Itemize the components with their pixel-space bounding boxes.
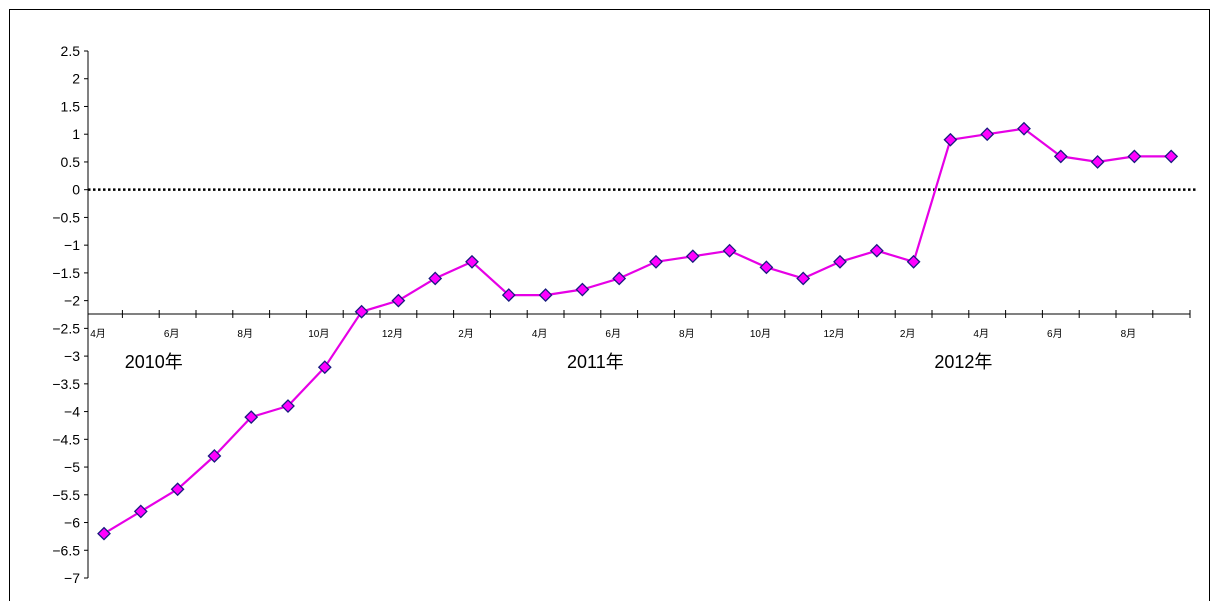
data-point-marker <box>722 243 737 258</box>
x-tick-label: 8月 <box>679 328 695 340</box>
y-tick-label: −5 <box>64 459 80 475</box>
data-point-marker <box>575 282 590 297</box>
chart-frame <box>9 9 1210 601</box>
data-point-marker <box>501 288 516 303</box>
data-point-marker <box>1127 149 1142 164</box>
series-line <box>103 127 1172 535</box>
y-tick-label: 0 <box>72 182 80 198</box>
year-label: 2012年 <box>934 352 992 372</box>
y-tick-label: 1.5 <box>61 98 81 114</box>
data-point-marker <box>1053 149 1068 164</box>
x-tick-label: 4月 <box>532 328 548 340</box>
data-point-marker <box>97 526 111 541</box>
y-tick-label: −3.5 <box>52 376 80 392</box>
y-tick-label: −3 <box>64 348 80 364</box>
x-tick-label: 10月 <box>308 328 329 340</box>
data-point-marker <box>354 304 369 319</box>
data-point-marker <box>170 482 185 497</box>
data-point-marker <box>244 410 259 425</box>
data-point-marker <box>906 254 921 269</box>
x-tick-label: 12月 <box>823 328 844 340</box>
data-point-marker <box>943 132 958 147</box>
data-point-marker <box>133 504 148 519</box>
y-tick-label: −5.5 <box>52 487 80 503</box>
data-point-marker <box>465 254 479 269</box>
y-tick-label: 0.5 <box>61 154 81 170</box>
y-tick-label: −4 <box>64 404 80 420</box>
data-point-marker <box>980 127 995 142</box>
series-polyline <box>103 127 1172 535</box>
x-tick-label: 8月 <box>237 328 253 340</box>
y-tick-label: −6 <box>64 515 80 531</box>
year-label: 2010年 <box>125 352 183 372</box>
data-point-marker <box>685 249 700 264</box>
data-point-marker <box>1017 121 1031 136</box>
data-markers <box>97 121 1179 541</box>
x-tick-label: 2月 <box>458 328 474 340</box>
data-point-marker <box>281 399 295 413</box>
x-tick-label: 10月 <box>750 328 771 340</box>
y-tick-label: −1.5 <box>52 265 80 281</box>
data-point-marker <box>649 254 663 269</box>
y-tick-label: −1 <box>64 237 80 253</box>
y-tick-label: 1 <box>72 126 80 142</box>
y-axis: 2.5 2 1.5 1 0.5 0 −0.5 −1 −1.5 −2 −2.5 −3 −3.5 −4 −4.5… <box>52 43 89 586</box>
y-tick-label: −7 <box>64 570 80 586</box>
data-point-marker <box>1164 149 1179 164</box>
x-tick-label: 2月 <box>900 328 916 340</box>
data-point-marker <box>391 293 406 308</box>
x-tick-label: 6月 <box>605 328 621 340</box>
data-point-marker <box>759 260 774 275</box>
x-tick-label: 6月 <box>164 328 180 340</box>
x-tick-label: 4月 <box>973 328 989 340</box>
y-tick-label: 2 <box>72 71 80 87</box>
data-point-marker <box>796 271 811 286</box>
y-tick-label: −2.5 <box>52 320 80 336</box>
x-tick-label: 4月 <box>90 328 106 340</box>
data-point-marker <box>869 243 884 258</box>
x-axis: 4月 6月 8月 10月 12月 2月 4月 6月 8月 10月 12月 2月 4月 6月 8月 <box>88 310 1191 340</box>
x-tick-label: 12月 <box>382 328 403 340</box>
year-label: 2011年 <box>567 352 624 372</box>
data-point-marker <box>833 254 847 269</box>
data-point-marker <box>428 271 443 286</box>
data-point-marker <box>1090 155 1105 169</box>
data-point-marker <box>207 449 222 463</box>
year-labels: 2010年 2011年 2012年 <box>125 352 993 372</box>
y-tick-label: −4.5 <box>52 431 80 447</box>
y-tick-label: −2 <box>64 293 80 309</box>
data-point-marker <box>317 360 332 375</box>
x-tick-label: 6月 <box>1047 328 1063 340</box>
x-tick-label: 8月 <box>1121 328 1137 340</box>
y-tick-label: −0.5 <box>52 209 80 225</box>
data-point-marker <box>612 271 627 286</box>
data-point-marker <box>538 288 553 303</box>
y-tick-label: −6.5 <box>52 542 80 558</box>
y-tick-label: 2.5 <box>61 43 81 59</box>
